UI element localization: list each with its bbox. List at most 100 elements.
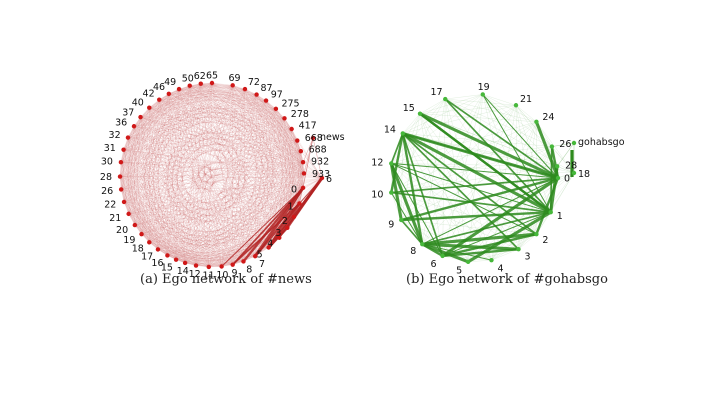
news-edge [134,224,222,267]
news-edge [120,126,135,163]
news-edge [134,94,257,226]
gohabsgo-node-14 [400,131,405,136]
news-edge [189,85,245,90]
news-label-19: 19 [123,235,135,246]
news-label-49: 49 [164,77,176,88]
news-label-10: 10 [216,270,228,281]
gohabsgo-edge [401,113,421,221]
news-edge [208,108,277,268]
news-edge [232,85,244,262]
news-node-42 [157,97,162,102]
news-node-32 [125,135,131,140]
news-label-37: 37 [122,108,134,119]
gohabsgo-label-18: 18 [578,169,590,180]
news-edge [149,108,277,243]
gohabsgo-ego-edge [556,142,575,167]
news-edge [232,89,246,265]
news-edge [123,201,222,267]
news-edge [141,233,209,268]
news-edge [133,126,269,248]
news-edge [134,85,190,226]
gohabsgo-edge [445,94,483,100]
news-edge [178,88,269,248]
news-edge [120,85,190,190]
gohabsgo-edge [445,98,537,123]
news-edge [119,176,288,229]
news-edge [123,149,244,262]
news-edge [123,149,150,243]
news-edge [140,88,180,118]
news-edge [211,82,288,228]
news-edge [189,85,197,266]
news-edge [123,149,256,257]
news-edge [157,227,288,250]
news-edge [157,83,202,250]
news-edge [211,82,256,257]
gohabsgo-edge [419,105,517,114]
news-label-6: 6 [326,174,332,185]
news-edge [149,107,244,262]
news-edge [123,201,233,265]
news-edge [123,85,190,203]
news-edge [211,82,285,119]
news-edge [133,126,142,235]
news-edge [127,137,244,262]
gohabsgo-edge [391,113,421,164]
news-edge [127,137,136,226]
news-edge [284,118,300,204]
news-edge [149,88,246,108]
news-edge [134,88,246,226]
news-edge [123,149,269,248]
news-label-30: 30 [101,157,113,168]
news-edge [140,116,233,265]
news-label-36: 36 [115,118,127,129]
news-edge [159,88,246,100]
news-edge [127,137,323,179]
news-edge [232,85,256,257]
news-edge [123,118,285,150]
news-node-40 [147,105,152,110]
gohabsgo-strong-edge [402,132,552,214]
news-edge [119,88,246,177]
news-edge [178,88,304,163]
news-label-22: 22 [104,200,116,211]
news-edge [119,126,135,177]
news-edge [300,151,323,179]
news-edge [167,89,246,256]
news-edge [157,249,256,257]
news-edge [140,85,233,118]
news-edge [141,128,292,235]
gohabsgo-edge [518,146,553,250]
news-edge [195,94,257,266]
news-edge [232,85,304,163]
news-edge [265,100,304,163]
news-edge [232,85,300,204]
news-edge [168,93,222,267]
news-edge [141,88,246,235]
news-edge [140,88,246,118]
news-edge [123,100,267,150]
news-edge [176,259,244,262]
news-edge [128,83,202,215]
news-edge [167,118,285,256]
news-label-18: 18 [132,244,144,255]
news-edge [195,100,267,266]
gohabsgo-edge [419,113,519,250]
news-edge [208,128,292,268]
news-node-19 [139,231,144,237]
news-edge [134,128,292,226]
gohabsgo-node-9 [399,217,404,223]
news-edge [141,233,269,248]
news-edge [232,85,267,101]
news-edge [123,83,201,150]
news-edge [120,161,256,257]
news-edge [121,161,304,190]
news-edge [211,82,298,141]
news-edge [123,126,135,202]
news-edge [208,140,298,268]
news-edge [140,116,269,248]
caption-gohabsgo: (b) Ego network of #gohabsgo [406,272,608,287]
gohabsgo-node-26 [549,144,555,149]
news-edge [195,118,285,266]
